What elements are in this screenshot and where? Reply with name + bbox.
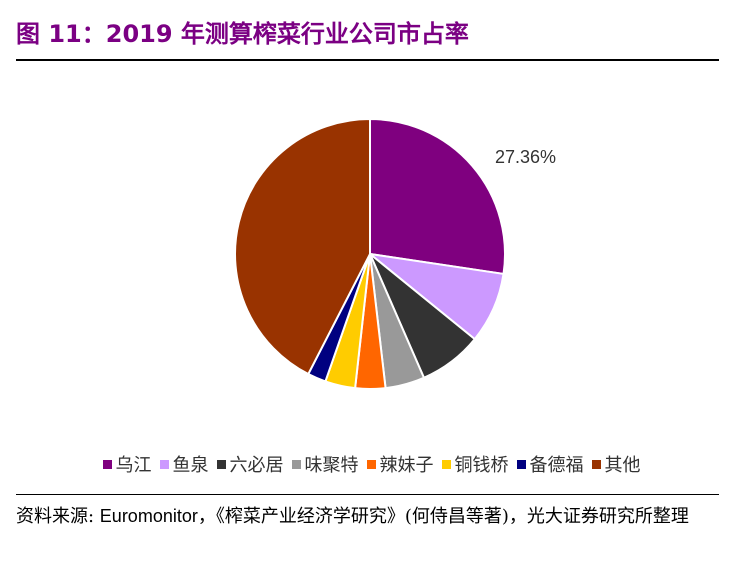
legend-item-2: 鱼泉	[159, 451, 209, 477]
source-divider	[16, 494, 719, 495]
legend-label: 鱼泉	[172, 455, 209, 476]
source-prefix: 资料来源:	[16, 506, 100, 527]
legend-swatch	[216, 459, 226, 469]
legend-label: 味聚特	[304, 455, 359, 476]
legend-label: 乌江	[115, 455, 152, 476]
legend-label: 铜钱桥	[454, 455, 509, 476]
legend-item-7: 备德福	[516, 451, 584, 477]
legend-swatch	[441, 459, 451, 469]
title-divider	[16, 59, 719, 61]
pie-slices	[234, 117, 506, 391]
legend-label: 备德福	[529, 455, 584, 476]
data-label-1: 27.36%	[495, 147, 556, 167]
legend-item-5: 辣妹子	[366, 451, 434, 477]
legend-item-8: 其他	[591, 451, 641, 477]
source-note: 资料来源: Euromonitor，《榨菜产业经济学研究》(何侍昌等著)，光大证…	[16, 500, 728, 533]
legend-item-3: 六必居	[216, 451, 284, 477]
chart-legend: 乌江 鱼泉 六必居 味聚特 辣妹子 铜钱桥 备德福 其他	[0, 451, 743, 477]
legend-label: 其他	[604, 455, 641, 476]
pie-data-labels: 27.36%	[495, 147, 556, 167]
pie-slice-8	[234, 117, 371, 376]
legend-item-6: 铜钱桥	[441, 451, 509, 477]
pie-chart: 27.36%	[234, 117, 556, 391]
source-rest: ，《榨菜产业经济学研究》(何侍昌等著)，光大证券研究所整理	[197, 506, 689, 527]
legend-swatch	[591, 459, 601, 469]
legend-swatch	[366, 459, 376, 469]
source-org: Euromonitor	[99, 506, 198, 526]
legend-swatch	[159, 459, 169, 469]
legend-swatch	[516, 459, 526, 469]
legend-item-1: 乌江	[102, 451, 152, 477]
legend-swatch	[102, 459, 112, 469]
legend-item-4: 味聚特	[291, 451, 359, 477]
pie-slice-1	[369, 117, 506, 276]
legend-label: 辣妹子	[379, 455, 434, 476]
legend-swatch	[291, 459, 301, 469]
legend-label: 六必居	[229, 455, 284, 476]
figure-title: 图 11：2019 年测算榨菜行业公司市占率	[16, 20, 469, 48]
